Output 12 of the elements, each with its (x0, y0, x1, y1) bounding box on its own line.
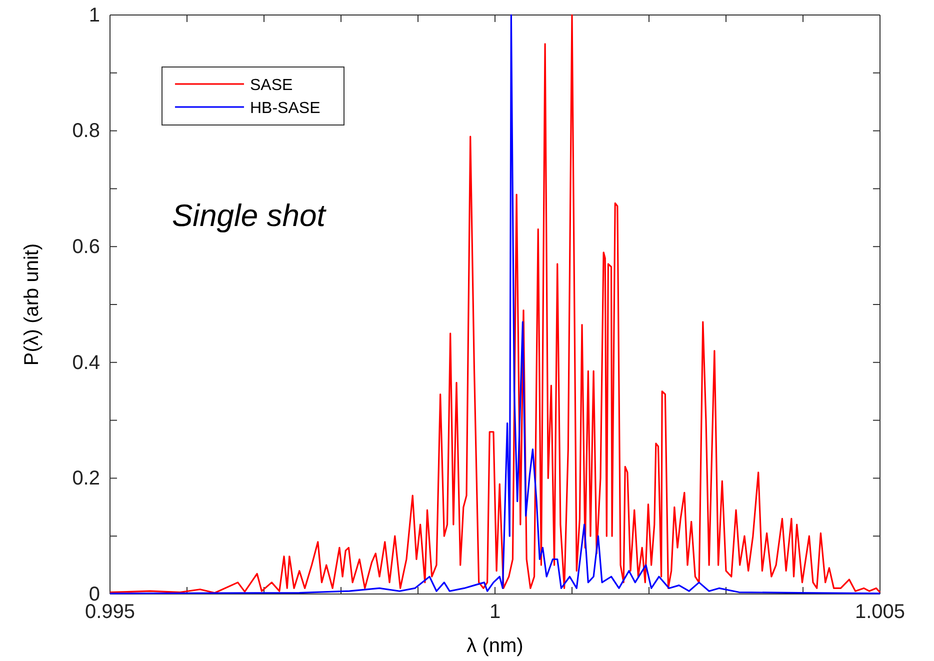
y-tick-label: 0.8 (72, 120, 100, 142)
legend-label: SASE (250, 77, 293, 94)
y-tick-label: 0.6 (72, 236, 100, 258)
y-tick-label: 1 (88, 4, 100, 26)
y-tick-label: 0.2 (72, 468, 100, 490)
annotation: Single shot (172, 198, 327, 233)
x-tick-label: 1.005 (854, 601, 906, 624)
y-axis-title: P(λ) (arb unit) (21, 243, 43, 366)
x-tick-label: 1 (489, 601, 501, 624)
y-tick-label: 0.4 (72, 352, 100, 374)
x-axis-title: λ (nm) (466, 635, 524, 657)
legend-label: HB-SASE (250, 100, 320, 117)
